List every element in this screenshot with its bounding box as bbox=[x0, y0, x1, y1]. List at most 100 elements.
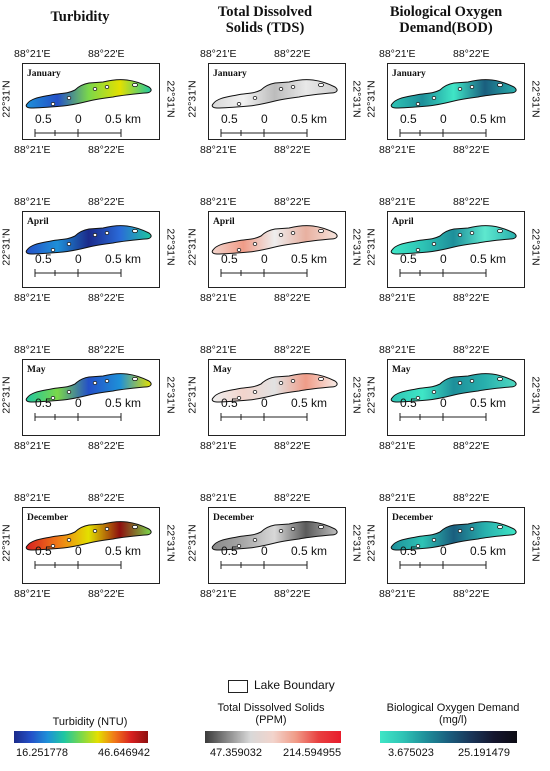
island bbox=[318, 376, 325, 381]
island bbox=[290, 230, 296, 235]
turbidity-legend-label: Turbidity (NTU) bbox=[52, 716, 128, 728]
top-tick-right: 88°22'E bbox=[88, 48, 125, 60]
island bbox=[497, 228, 504, 233]
month-label: January bbox=[392, 69, 426, 79]
bottom-tick-right: 88°22'E bbox=[453, 440, 490, 452]
map-panel-bod-january: January 0.5 0 0.5 km bbox=[387, 63, 525, 140]
column-title-turbidity: Turbidity bbox=[50, 9, 110, 25]
island bbox=[278, 232, 284, 237]
island bbox=[92, 528, 98, 533]
bottom-tick-right: 88°22'E bbox=[88, 292, 125, 304]
island bbox=[457, 86, 463, 91]
scalebar-right-label: 0.5 km bbox=[105, 252, 142, 266]
month-label: December bbox=[27, 513, 69, 523]
lake-boundary bbox=[390, 225, 517, 255]
lake-map bbox=[390, 79, 517, 109]
scalebar-mid-label: 0 bbox=[75, 112, 82, 126]
island bbox=[457, 528, 463, 533]
tds-max-value: 214.594955 bbox=[283, 747, 342, 759]
island bbox=[92, 232, 98, 237]
scalebar bbox=[399, 413, 487, 421]
island bbox=[278, 86, 284, 91]
scalebar-left-label: 0.5 bbox=[400, 112, 417, 126]
month-label: May bbox=[27, 365, 46, 375]
lake-boundary bbox=[390, 79, 517, 109]
bottom-tick-left: 88°21'E bbox=[14, 588, 51, 600]
island bbox=[92, 86, 98, 91]
month-label: December bbox=[213, 513, 255, 523]
scalebar-left-label: 0.5 bbox=[400, 544, 417, 558]
island bbox=[50, 544, 56, 549]
top-tick-left: 88°21'E bbox=[14, 492, 51, 504]
scalebar-mid-label: 0 bbox=[75, 396, 82, 410]
island bbox=[66, 96, 72, 101]
island bbox=[457, 232, 463, 237]
island bbox=[132, 376, 139, 381]
island bbox=[469, 378, 475, 383]
right-latitude-label: 22°31'N bbox=[164, 228, 177, 266]
left-latitude-label: 22°31'N bbox=[365, 524, 378, 562]
bottom-tick-left: 88°21'E bbox=[379, 292, 416, 304]
top-tick-left: 88°21'E bbox=[379, 344, 416, 356]
scalebar-right-label: 0.5 km bbox=[105, 112, 142, 126]
island bbox=[415, 396, 421, 401]
month-label: May bbox=[392, 365, 411, 375]
island bbox=[278, 380, 284, 385]
top-tick-left: 88°21'E bbox=[200, 48, 237, 60]
tds-min-value: 47.359032 bbox=[210, 747, 262, 759]
island bbox=[236, 396, 242, 401]
tds-legend-label: Total Dissolved Solids (PPM) bbox=[217, 702, 325, 726]
island bbox=[252, 390, 258, 395]
island bbox=[252, 538, 258, 543]
island bbox=[236, 102, 242, 107]
month-label: April bbox=[392, 217, 414, 227]
scalebar-right-label: 0.5 km bbox=[291, 396, 328, 410]
lake-map bbox=[25, 225, 152, 255]
scalebar-mid-label: 0 bbox=[440, 544, 447, 558]
left-latitude-label: 22°31'N bbox=[0, 376, 13, 414]
bottom-tick-left: 88°21'E bbox=[200, 440, 237, 452]
right-latitude-label: 22°31'N bbox=[529, 228, 542, 266]
top-tick-right: 88°22'E bbox=[274, 48, 311, 60]
scalebar-mid-label: 0 bbox=[261, 396, 268, 410]
lake-map bbox=[25, 79, 152, 109]
left-latitude-label: 22°31'N bbox=[0, 228, 13, 266]
lake-boundary bbox=[390, 373, 517, 403]
map-panel-tds-january: January 0.5 0 0.5 km bbox=[208, 63, 346, 140]
scalebar-right-label: 0.5 km bbox=[470, 544, 507, 558]
month-label: December bbox=[392, 513, 434, 523]
right-latitude-label: 22°31'N bbox=[529, 524, 542, 562]
island bbox=[469, 230, 475, 235]
right-latitude-label: 22°31'N bbox=[164, 524, 177, 562]
lake-boundary bbox=[211, 225, 338, 255]
island bbox=[290, 84, 296, 89]
map-panel-turbidity-april: April 0.5 0 0.5 km bbox=[22, 211, 160, 288]
bottom-tick-left: 88°21'E bbox=[14, 292, 51, 304]
island bbox=[236, 248, 242, 253]
bod-max-value: 25.191479 bbox=[458, 747, 510, 759]
lake-boundary bbox=[25, 521, 152, 551]
island bbox=[318, 524, 325, 529]
map-panel-tds-april: April 0.5 0 0.5 km bbox=[208, 211, 346, 288]
island bbox=[415, 102, 421, 107]
bottom-tick-right: 88°22'E bbox=[274, 588, 311, 600]
scalebar-left-label: 0.5 bbox=[35, 396, 52, 410]
right-latitude-label: 22°31'N bbox=[350, 376, 363, 414]
scalebar-right-label: 0.5 km bbox=[105, 544, 142, 558]
top-tick-left: 88°21'E bbox=[379, 48, 416, 60]
lake-map bbox=[390, 373, 517, 403]
lake-boundary bbox=[211, 373, 338, 403]
island bbox=[431, 390, 437, 395]
island bbox=[431, 242, 437, 247]
island bbox=[66, 390, 72, 395]
month-label: January bbox=[213, 69, 247, 79]
map-panel-bod-april: April 0.5 0 0.5 km bbox=[387, 211, 525, 288]
top-tick-left: 88°21'E bbox=[379, 196, 416, 208]
scalebar bbox=[399, 561, 487, 569]
scalebar bbox=[34, 413, 122, 421]
scalebar bbox=[34, 561, 122, 569]
island bbox=[132, 82, 139, 87]
island bbox=[104, 84, 110, 89]
scalebar-mid-label: 0 bbox=[440, 252, 447, 266]
scalebar-right-label: 0.5 km bbox=[291, 112, 328, 126]
